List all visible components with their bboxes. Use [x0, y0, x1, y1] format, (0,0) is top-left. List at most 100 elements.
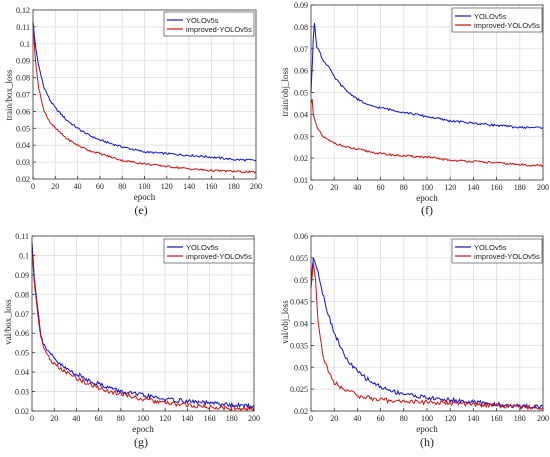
- y-tick-label: 0.1: [20, 40, 30, 49]
- y-tick-label: 0.11: [16, 23, 30, 32]
- x-tick-label: 100: [137, 414, 149, 423]
- y-tick-label: 0.035: [290, 341, 308, 350]
- legend-entry: YOLOv5s: [186, 243, 219, 252]
- x-tick-label: 100: [139, 182, 151, 191]
- y-tick-label: 0.09: [294, 1, 308, 10]
- y-tick-label: 0.02: [294, 407, 308, 416]
- legend-entry: improved-YOLOv5s: [186, 25, 252, 34]
- y-tick-label: 0.05: [16, 124, 30, 133]
- x-tick-label: 200: [537, 414, 549, 423]
- y-tick-label: 0.08: [294, 23, 308, 32]
- y-tick-label: 0.045: [290, 298, 308, 307]
- x-tick-label: 60: [95, 414, 103, 423]
- y-tick-label: 0.07: [294, 45, 308, 54]
- legend-box: [451, 7, 543, 33]
- x-tick-label: 160: [205, 182, 217, 191]
- series-line-improved-yolov5s: [310, 262, 544, 411]
- legend-entry: improved-YOLOv5s: [474, 252, 540, 261]
- x-tick-label: 40: [74, 182, 82, 191]
- y-tick-label: 0.02: [16, 175, 30, 184]
- y-tick-label: 0.04: [15, 368, 29, 377]
- legend-entry: improved-YOLOv5s: [474, 21, 540, 30]
- x-tick-label: 200: [537, 183, 549, 192]
- x-tick-label: 180: [226, 414, 238, 423]
- y-tick-label: 0.02: [294, 154, 308, 163]
- x-tick-label: 160: [204, 414, 216, 423]
- x-tick-label: 20: [50, 414, 58, 423]
- legend-entry: improved-YOLOv5s: [186, 252, 252, 261]
- legend-box: [451, 238, 543, 264]
- x-tick-label: 80: [400, 183, 408, 192]
- x-tick-label: 0: [30, 414, 34, 423]
- y-tick-label: 0.04: [16, 141, 30, 150]
- x-axis-label: epoch: [416, 424, 438, 434]
- x-axis-label: epoch: [416, 193, 438, 203]
- x-tick-label: 180: [228, 182, 240, 191]
- legend-entry: YOLOv5s: [474, 243, 507, 252]
- y-tick-label: 0.06: [294, 67, 308, 76]
- x-tick-label: 40: [353, 414, 361, 423]
- y-tick-label: 0.12: [16, 6, 30, 15]
- y-tick-label: 0.07: [15, 310, 29, 319]
- x-tick-label: 40: [353, 183, 361, 192]
- y-tick-label: 0.05: [294, 89, 308, 98]
- y-tick-label: 0.04: [294, 320, 308, 329]
- y-axis-label: train/obj_loss: [280, 67, 290, 116]
- x-tick-label: 140: [467, 414, 479, 423]
- series-line-improved-yolov5s: [32, 21, 257, 174]
- y-axis-label: val/box_loss: [3, 299, 13, 345]
- x-tick-label: 80: [117, 414, 125, 423]
- x-tick-label: 40: [72, 414, 80, 423]
- x-tick-label: 60: [377, 414, 385, 423]
- x-tick-label: 120: [444, 183, 456, 192]
- y-tick-label: 0.08: [15, 290, 29, 299]
- x-tick-label: 100: [421, 414, 433, 423]
- y-tick-label: 0.08: [16, 74, 30, 83]
- y-tick-label: 0.05: [15, 349, 29, 358]
- x-axis-label: epoch: [134, 192, 156, 202]
- x-tick-label: 0: [309, 414, 313, 423]
- x-tick-label: 20: [51, 182, 59, 191]
- legend-entry: YOLOv5s: [474, 12, 507, 21]
- x-tick-label: 140: [181, 414, 193, 423]
- y-tick-label: 0.025: [290, 385, 308, 394]
- y-tick-label: 0.06: [294, 232, 308, 241]
- x-tick-label: 80: [118, 182, 126, 191]
- x-tick-label: 140: [183, 182, 195, 191]
- y-tick-label: 0.09: [15, 271, 29, 280]
- x-tick-label: 20: [330, 414, 338, 423]
- x-tick-label: 180: [514, 183, 526, 192]
- panel-label: (f): [421, 203, 433, 217]
- y-axis-label: train/box_loss: [4, 69, 14, 120]
- series-line-yolov5s: [310, 23, 544, 130]
- panel-label: (h): [420, 435, 434, 449]
- x-tick-label: 120: [444, 414, 456, 423]
- x-tick-label: 80: [400, 414, 408, 423]
- y-tick-label: 0.05: [294, 276, 308, 285]
- y-axis-label: val/obj_loss: [280, 300, 290, 344]
- x-tick-label: 180: [514, 414, 526, 423]
- x-tick-label: 60: [96, 182, 104, 191]
- x-tick-label: 200: [250, 182, 262, 191]
- x-axis-label: epoch: [132, 424, 154, 434]
- y-tick-label: 0.02: [15, 407, 29, 416]
- panel-label: (g): [134, 435, 148, 449]
- legend-box: [163, 238, 255, 264]
- y-tick-label: 0.03: [15, 388, 29, 397]
- y-tick-label: 0.055: [290, 254, 308, 263]
- legend-box: [163, 11, 255, 37]
- panel-label: (e): [134, 203, 147, 217]
- x-tick-label: 100: [421, 183, 433, 192]
- y-tick-label: 0.09: [16, 57, 30, 66]
- y-tick-label: 0.07: [16, 91, 30, 100]
- series-line-improved-yolov5s: [310, 98, 544, 168]
- y-tick-label: 0.06: [16, 107, 30, 116]
- y-tick-label: 0.03: [294, 363, 308, 372]
- y-tick-label: 0.06: [15, 329, 29, 338]
- x-tick-label: 160: [491, 414, 503, 423]
- x-tick-label: 140: [467, 183, 479, 192]
- x-tick-label: 200: [248, 414, 260, 423]
- x-tick-label: 120: [159, 414, 171, 423]
